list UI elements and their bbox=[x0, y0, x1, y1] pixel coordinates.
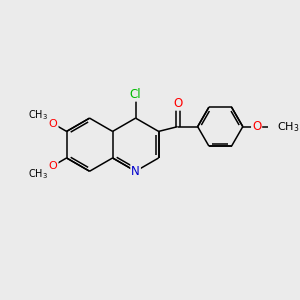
Text: O: O bbox=[252, 120, 261, 133]
Text: Cl: Cl bbox=[130, 88, 141, 101]
Text: CH$_3$: CH$_3$ bbox=[28, 168, 48, 182]
Text: O: O bbox=[49, 119, 58, 129]
Text: CH$_3$: CH$_3$ bbox=[28, 108, 48, 122]
Text: N: N bbox=[131, 165, 140, 178]
Text: O: O bbox=[49, 161, 58, 171]
Text: CH$_3$: CH$_3$ bbox=[277, 120, 299, 134]
Text: O: O bbox=[173, 97, 182, 110]
